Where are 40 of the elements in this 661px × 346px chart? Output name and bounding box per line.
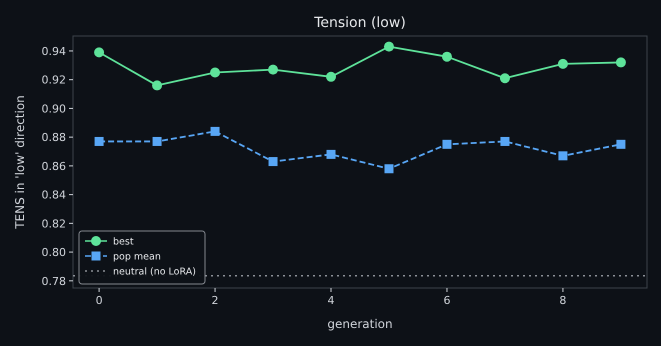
point — [616, 57, 626, 68]
chart-title: Tension (low) — [313, 15, 406, 31]
x-tick-label: 2 — [212, 294, 219, 307]
y-tick-label: 0.82 — [42, 217, 66, 230]
y-tick-label: 0.88 — [42, 131, 66, 144]
y-tick-label: 0.86 — [42, 160, 66, 173]
point — [268, 64, 278, 75]
point — [442, 52, 452, 62]
point — [94, 47, 104, 58]
point — [210, 126, 220, 136]
x-tick-label: 0 — [96, 294, 103, 307]
point — [152, 80, 162, 90]
point — [500, 73, 510, 84]
x-tick-label: 8 — [559, 294, 566, 307]
point — [558, 58, 568, 69]
point — [384, 164, 394, 174]
x-axis-title: generation — [327, 317, 393, 331]
point — [326, 72, 336, 82]
y-tick-label: 0.84 — [42, 188, 66, 202]
point — [210, 67, 220, 78]
x-tick-label: 6 — [443, 294, 450, 307]
x-tick-label: 4 — [328, 294, 335, 307]
point — [558, 151, 568, 160]
point — [384, 42, 394, 52]
point — [152, 136, 162, 146]
ref-line-label: neutral (no LoRA) — [113, 266, 196, 278]
point — [326, 150, 336, 159]
point — [94, 136, 104, 146]
y-tick-label: 0.80 — [42, 246, 66, 260]
point — [616, 140, 626, 149]
legend-label: pop mean — [113, 252, 161, 262]
legend-label: best — [113, 236, 134, 248]
y-tick-label: 0.90 — [42, 102, 66, 116]
point — [268, 157, 278, 166]
y-tick-label: 0.94 — [42, 44, 66, 58]
y-tick-label: 0.78 — [42, 274, 66, 288]
point — [500, 136, 510, 146]
point — [442, 140, 452, 149]
y-axis-title: TENS in 'low' direction — [13, 95, 27, 230]
y-tick-label: 0.92 — [42, 74, 66, 87]
